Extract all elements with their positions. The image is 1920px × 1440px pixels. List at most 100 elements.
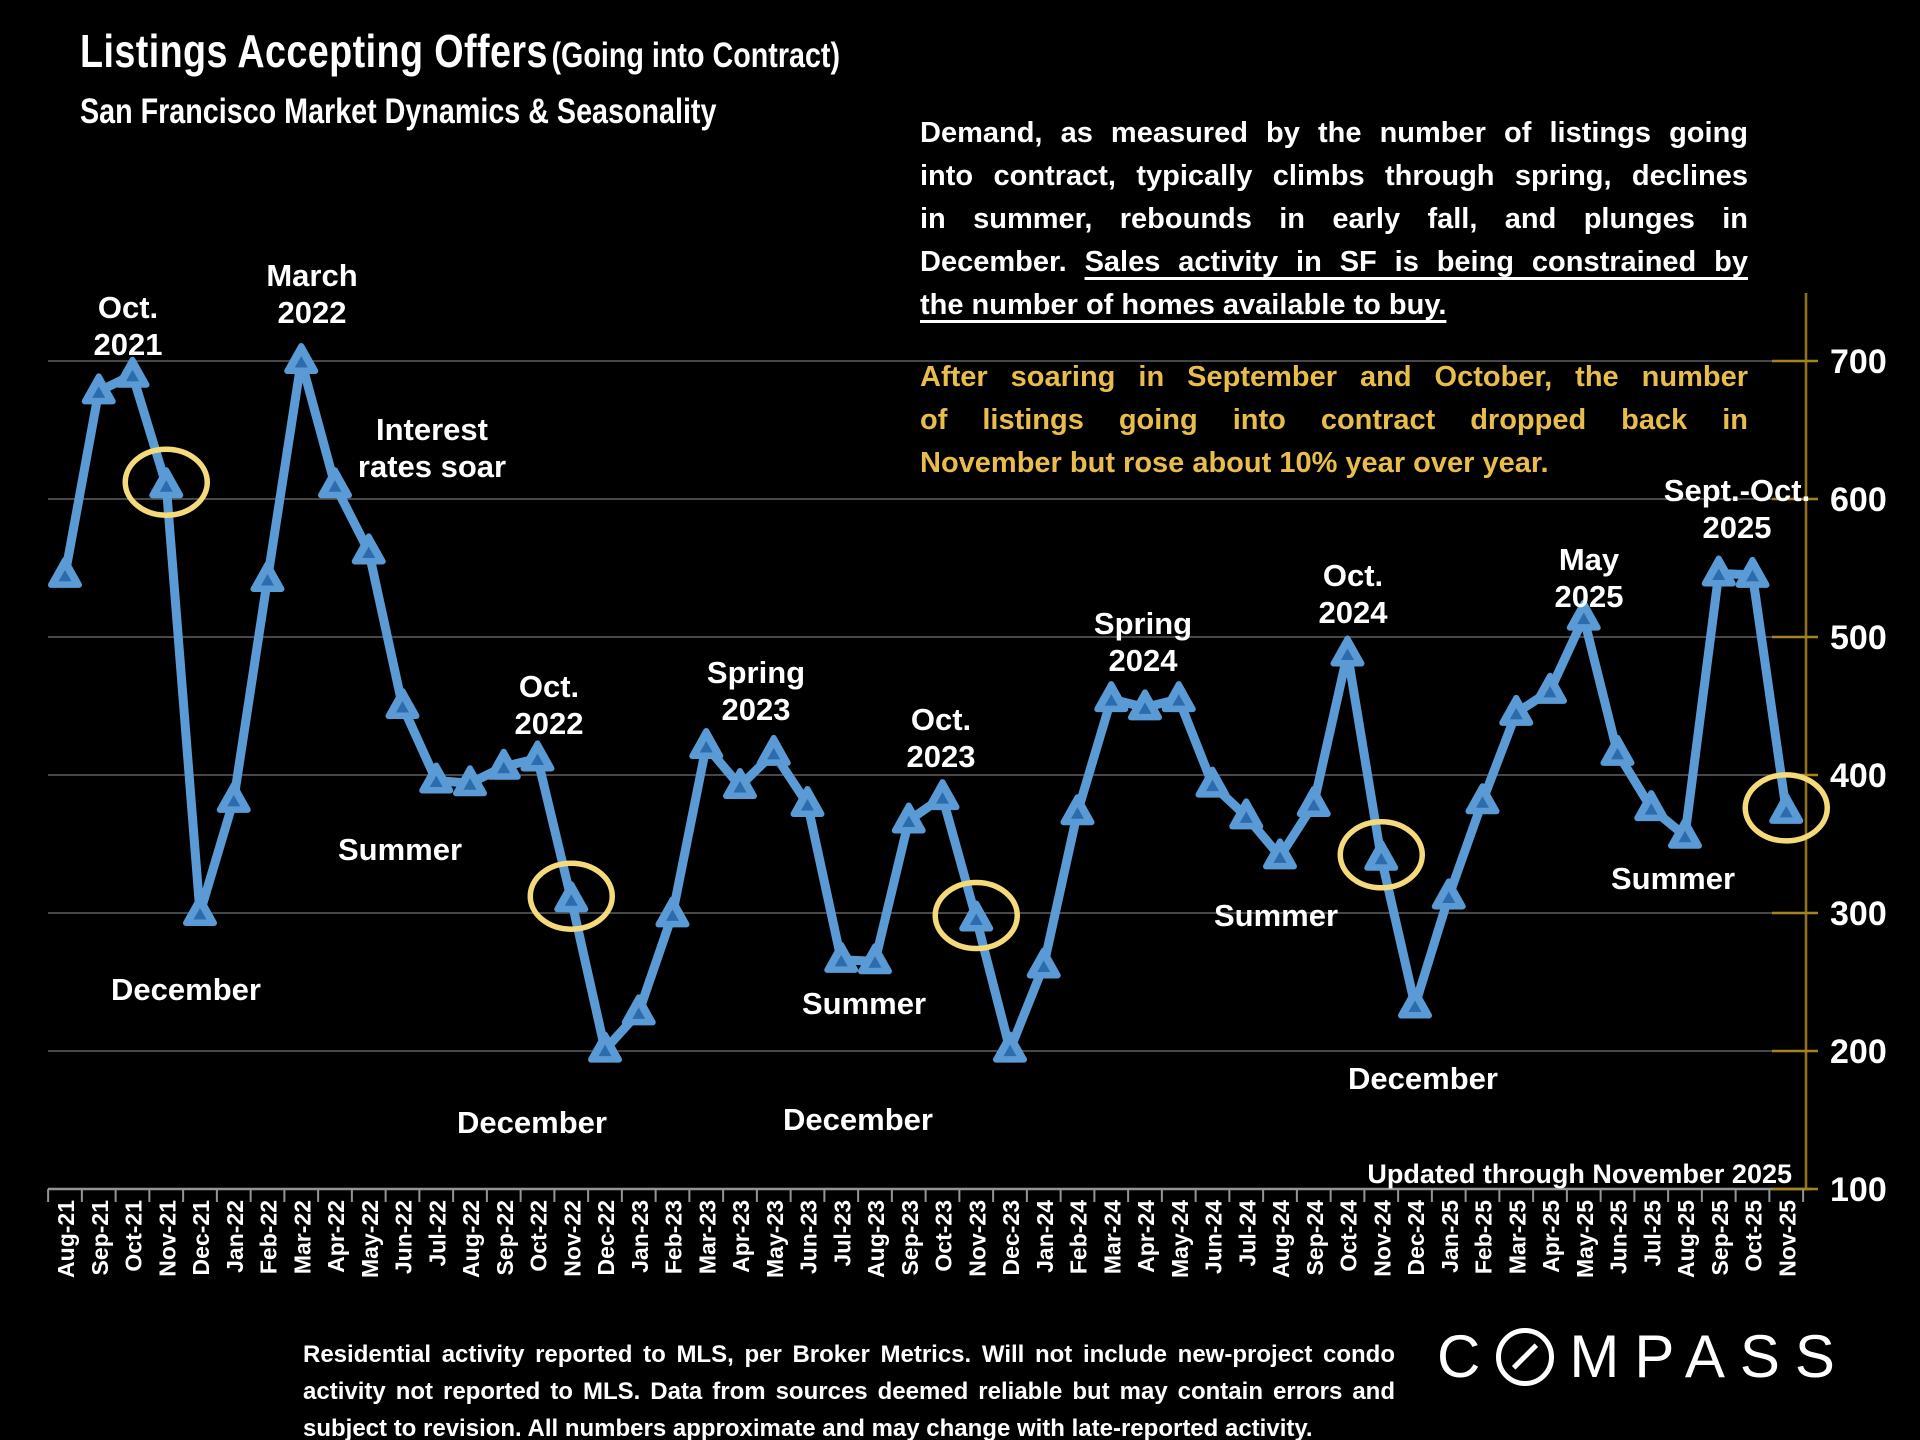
data-point-marker-inner	[193, 908, 207, 920]
x-tick-label: Mar-24	[1099, 1200, 1125, 1274]
y-tick-label: 100	[1830, 1171, 1887, 1209]
disclaimer-line: activity not reported to MLS. Data from …	[303, 1378, 1395, 1405]
x-tick-label: May-25	[1572, 1200, 1598, 1278]
insight-white-line: December. Sales activity in SF is being …	[920, 241, 1748, 284]
x-tick-label: Apr-25	[1538, 1200, 1564, 1273]
annotation-interest-rates: Interest	[376, 412, 488, 447]
x-tick-label: Oct-22	[526, 1200, 552, 1272]
annotation-summer-2025: Summer	[1611, 861, 1735, 896]
annotation-december-2024: December	[1348, 1061, 1498, 1096]
y-tick-label: 600	[1830, 481, 1887, 519]
series-markers	[48, 343, 1804, 1063]
annotation-march-2022: March	[266, 258, 357, 293]
x-tick-label: Jan-22	[222, 1200, 248, 1273]
data-point-marker-inner	[396, 701, 409, 713]
annotation-spring-2023: Spring	[707, 655, 805, 690]
x-tick-label: Jun-22	[391, 1200, 417, 1274]
compass-logo-letter-c: C	[1437, 1323, 1496, 1390]
x-tick-label: Feb-24	[1066, 1200, 1092, 1274]
data-point-marker-inner	[801, 798, 814, 811]
data-point-marker-inner	[1138, 702, 1152, 714]
data-point-marker-inner	[531, 753, 544, 765]
data-point-marker-inner	[564, 894, 578, 906]
disclaimer-line: Residential activity reported to MLS, pe…	[303, 1341, 1395, 1368]
x-axis-ticks	[47, 1189, 1805, 1202]
compass-logo-letters-mpass: MPASS	[1569, 1323, 1850, 1390]
annotation-oct-2021: Oct.	[98, 290, 158, 325]
y-tick-label: 300	[1830, 895, 1887, 933]
data-point-marker-inner	[1712, 568, 1726, 581]
data-point-marker-inner	[632, 1007, 646, 1019]
x-tick-label: Dec-21	[188, 1200, 214, 1276]
annotation-oct-2023: 2023	[907, 739, 976, 774]
y-tick-label: 200	[1830, 1033, 1887, 1071]
x-tick-label: May-24	[1167, 1200, 1193, 1278]
highlight-circle-nov-22	[527, 860, 615, 932]
x-tick-label: Nov-21	[154, 1200, 180, 1277]
x-tick-label: Jan-24	[1032, 1200, 1058, 1273]
x-tick-label: Jul-24	[1234, 1200, 1260, 1267]
insight-white-line: into contract, typically climbs through …	[920, 160, 1748, 192]
x-tick-label: Mar-25	[1504, 1200, 1530, 1274]
data-point-marker-inner	[666, 909, 679, 921]
annotation-march-2022: 2022	[278, 295, 347, 330]
annotation-summer-2024: Summer	[1214, 898, 1338, 933]
data-point-marker-inner	[126, 369, 139, 382]
x-tick-label: Aug-24	[1268, 1200, 1294, 1278]
y-tick-label: 700	[1830, 343, 1887, 381]
x-tick-label: Aug-23	[863, 1200, 889, 1278]
insight-white-line5-underlined: the number of homes available to buy.	[920, 289, 1447, 321]
data-point-marker-inner	[1678, 830, 1692, 843]
annotation-spring-2023: 2023	[722, 692, 791, 727]
annotation-december-2021: December	[111, 972, 261, 1007]
data-point-marker-inner	[463, 778, 477, 790]
data-point-marker-inner	[294, 356, 308, 368]
x-tick-label: Oct-24	[1336, 1200, 1362, 1272]
data-point-marker-inner	[362, 546, 376, 558]
x-tick-label: Sep-23	[897, 1200, 923, 1275]
data-point-marker-inner	[936, 792, 949, 804]
x-tick-label: Nov-24	[1369, 1200, 1395, 1277]
data-point-marker-inner	[261, 574, 274, 586]
compass-logo: C MPASS	[1437, 1322, 1850, 1391]
highlight-circle-nov-24	[1337, 819, 1425, 891]
data-point-marker-inner	[902, 815, 916, 828]
x-tick-label: Jul-25	[1639, 1200, 1665, 1267]
insight-white-line: the number of homes available to buy.	[920, 284, 1748, 327]
x-tick-label: Jul-22	[424, 1200, 450, 1266]
annotation-oct-2024: 2024	[1319, 595, 1389, 630]
compass-needle-icon	[1512, 1343, 1539, 1370]
annotation-interest-rates: rates soar	[358, 449, 506, 484]
data-point-marker-inner	[1543, 685, 1557, 698]
insight-white-line: in summer, rebounds in early fall, and p…	[920, 203, 1748, 235]
x-tick-label: Feb-25	[1471, 1200, 1497, 1274]
x-tick-label: Oct-23	[931, 1200, 957, 1272]
x-tick-label: Nov-22	[559, 1200, 585, 1277]
insight-paragraph-yellow: After soaring in September and October, …	[920, 356, 1748, 485]
x-tick-label: Dec-23	[998, 1200, 1024, 1275]
page-subtitle: San Francisco Market Dynamics & Seasonal…	[80, 92, 717, 131]
data-point-marker-inner	[1442, 891, 1456, 903]
x-tick-label: Jun-24	[1201, 1200, 1227, 1274]
x-tick-label: Mar-22	[289, 1200, 315, 1274]
data-point-marker-inner	[1172, 694, 1186, 706]
insight-white-line4-underlined: Sales activity in SF is being constraine…	[1084, 246, 1748, 278]
x-tick-label: Aug-22	[458, 1200, 484, 1278]
x-tick-label: Jul-23	[829, 1200, 855, 1266]
data-point-marker-inner	[1104, 694, 1118, 706]
annotation-oct-2023: Oct.	[911, 702, 971, 737]
x-tick-label: Sep-25	[1707, 1200, 1733, 1276]
insight-yellow-line: November but rose about 10% year over ye…	[920, 447, 1549, 479]
x-tick-label: Nov-23	[964, 1200, 990, 1277]
data-point-marker-inner	[497, 761, 511, 774]
annotation-oct-2022: Oct.	[519, 669, 579, 704]
insight-yellow-line: After soaring in September and October, …	[920, 361, 1748, 393]
data-point-marker-inner	[733, 781, 747, 793]
x-tick-label: Oct-21	[121, 1200, 147, 1272]
highlight-circle-nov-21	[122, 446, 210, 518]
data-point-marker-inner	[1644, 803, 1658, 815]
insight-white-line: Demand, as measured by the number of lis…	[920, 117, 1748, 149]
x-tick-label: Apr-24	[1133, 1200, 1159, 1273]
